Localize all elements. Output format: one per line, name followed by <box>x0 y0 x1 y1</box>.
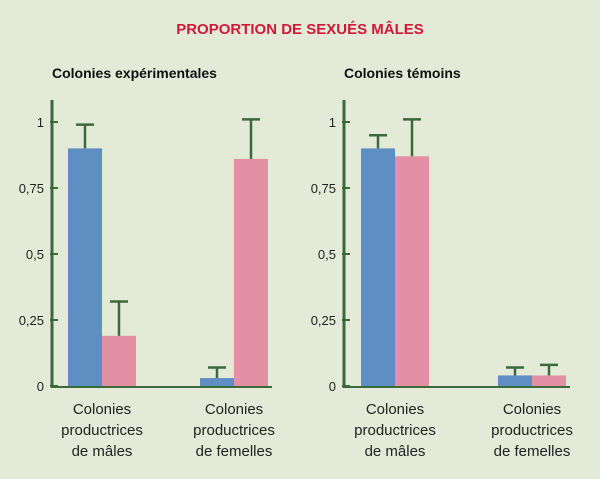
x-category-label: Colonies <box>366 401 424 418</box>
y-tick-label: 0,25 <box>19 313 44 328</box>
y-tick-label: 0 <box>37 379 44 394</box>
bar <box>68 148 102 386</box>
bar <box>498 375 532 386</box>
x-category-label: Colonies <box>205 401 263 418</box>
y-tick-label: 0,75 <box>311 181 336 196</box>
y-tick-label: 0,5 <box>318 247 336 262</box>
x-category-label: productrices <box>354 422 436 439</box>
x-category-label: de femelles <box>196 443 273 460</box>
y-tick-label: 0,5 <box>26 247 44 262</box>
x-category-label: Colonies <box>73 401 131 418</box>
bar <box>361 148 395 386</box>
x-category-label: productrices <box>193 422 275 439</box>
bar <box>102 335 136 386</box>
panel-title: Colonies expérimentales <box>52 65 217 81</box>
bar <box>234 158 268 386</box>
x-category-label: productrices <box>61 422 143 439</box>
x-category-label: de mâles <box>365 443 426 460</box>
bar <box>532 375 566 386</box>
x-category-label: productrices <box>491 422 573 439</box>
x-category-label: de femelles <box>494 443 571 460</box>
panel-title: Colonies témoins <box>344 65 461 81</box>
y-tick-label: 0,75 <box>19 181 44 196</box>
x-category-label: Colonies <box>503 401 561 418</box>
chart-title: PROPORTION DE SEXUÉS MÂLES <box>176 20 424 38</box>
y-tick-label: 1 <box>329 115 336 130</box>
x-category-label: de mâles <box>72 443 133 460</box>
bar <box>395 156 429 386</box>
bar <box>200 378 234 386</box>
y-tick-label: 0 <box>329 379 336 394</box>
y-tick-label: 1 <box>37 115 44 130</box>
y-tick-label: 0,25 <box>311 313 336 328</box>
